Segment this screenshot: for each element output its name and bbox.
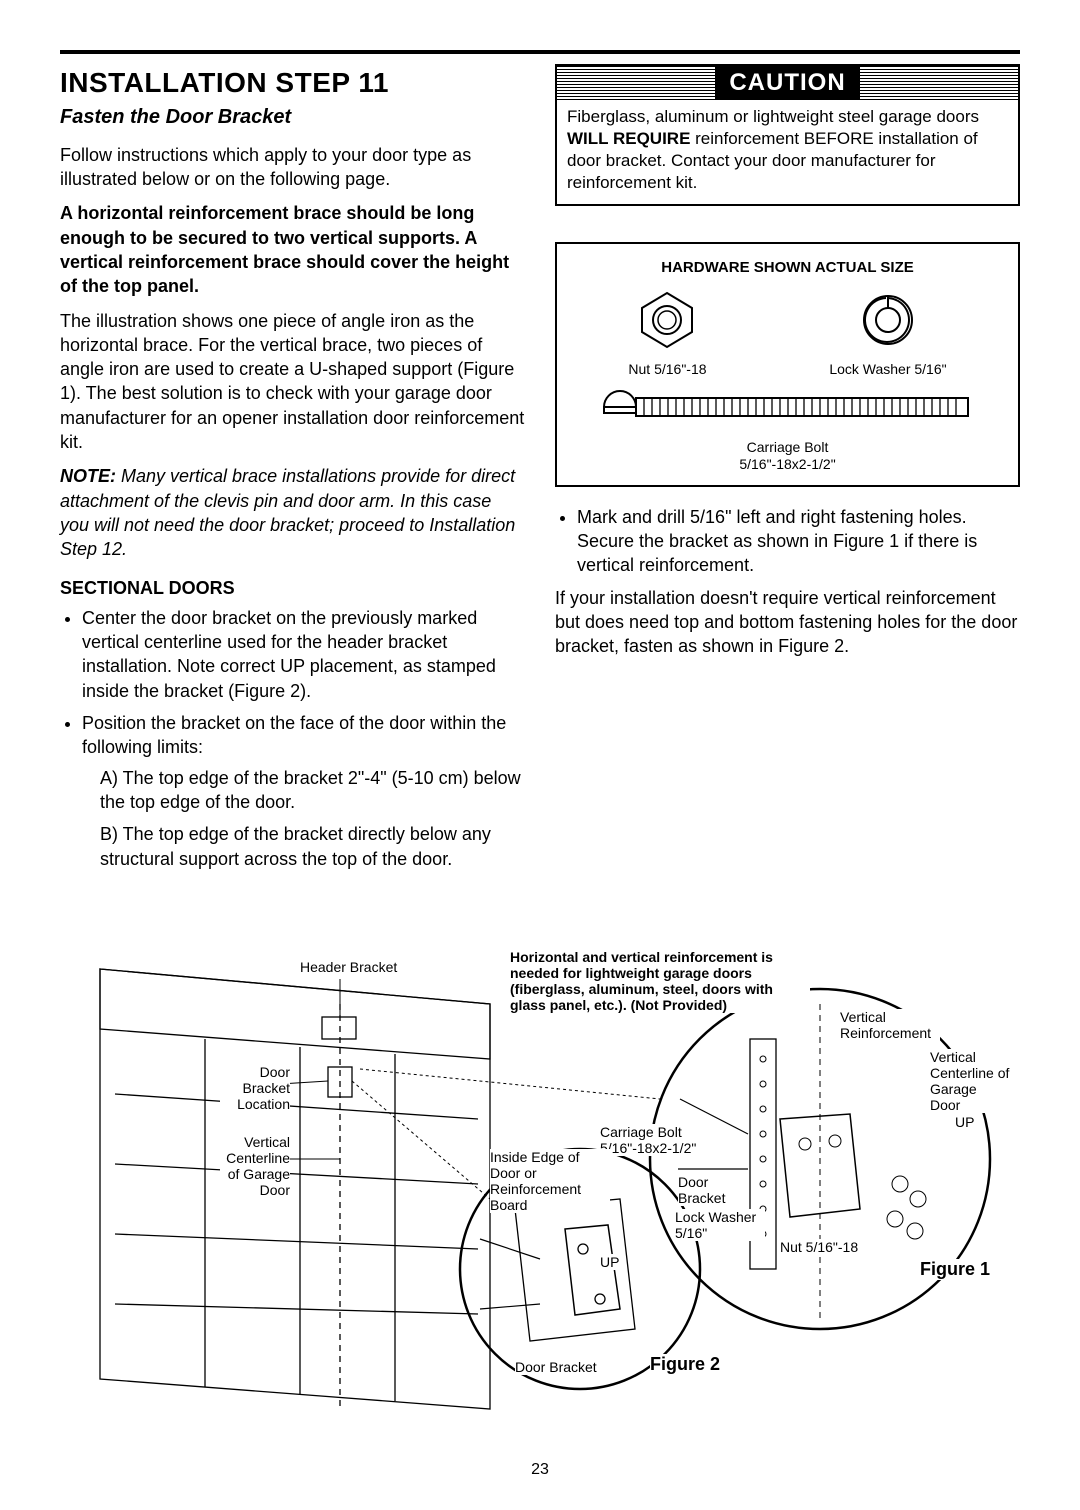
page-title: INSTALLATION STEP 11	[60, 64, 525, 102]
hardware-row: Nut 5/16"-18 Lock Washer 5/16"	[567, 289, 1008, 379]
hardware-box: HARDWARE SHOWN ACTUAL SIZE Nut 5/16"-18	[555, 242, 1020, 487]
carriage-bolt-icon	[598, 384, 978, 430]
figure-1-label: Figure 1	[920, 1259, 990, 1280]
label-inside-edge: Inside Edge of Door or Reinforcement Boa…	[490, 1149, 610, 1213]
left-column: INSTALLATION STEP 11 Fasten the Door Bra…	[60, 64, 525, 879]
label-lock-washer: Lock Washer 5/16"	[675, 1209, 765, 1241]
bullet2-text: Position the bracket on the face of the …	[82, 713, 506, 757]
caution-body: Fiberglass, aluminum or lightweight stee…	[557, 100, 1018, 204]
label-door-bracket: Door Bracket	[678, 1174, 738, 1206]
list-item: B) The top edge of the bracket directly …	[100, 822, 525, 871]
intro-paragraph: Follow instructions which apply to your …	[60, 143, 525, 192]
bolt-label: Carriage Bolt 5/16"-18x2-1/2"	[567, 439, 1008, 473]
list-item: Position the bracket on the face of the …	[82, 711, 525, 871]
label-carriage-bolt: Carriage Bolt 5/16"-18x2-1/2"	[600, 1124, 710, 1156]
label-up-2: UP	[600, 1254, 619, 1270]
label-vertical-centerline: Vertical Centerline of Garage Door	[930, 1049, 1010, 1113]
sectional-doors-heading: SECTIONAL DOORS	[60, 576, 525, 600]
caution-box: CAUTION Fiberglass, aluminum or lightwei…	[555, 64, 1020, 206]
right-column: CAUTION Fiberglass, aluminum or lightwei…	[555, 64, 1020, 879]
caution-pre: Fiberglass, aluminum or lightweight stee…	[567, 107, 979, 126]
caution-label: CAUTION	[715, 67, 859, 99]
note-label: NOTE:	[60, 466, 116, 486]
hardware-title: HARDWARE SHOWN ACTUAL SIZE	[567, 258, 1008, 278]
nut-icon	[632, 289, 702, 351]
bolt-item: Carriage Bolt 5/16"-18x2-1/2"	[567, 384, 1008, 472]
caution-will: WILL REQUIRE	[567, 129, 690, 148]
illustration-paragraph: The illustration shows one piece of angl…	[60, 309, 525, 455]
right-paragraph: If your installation doesn't require ver…	[555, 586, 1020, 659]
bullet2-sublist: A) The top edge of the bracket 2"-4" (5-…	[82, 766, 525, 871]
note-paragraph: NOTE: Many vertical brace installations …	[60, 464, 525, 561]
list-item: A) The top edge of the bracket 2"-4" (5-…	[100, 766, 525, 815]
label-door-bracket-2: Door Bracket	[515, 1359, 597, 1375]
label-reinforcement-note: Horizontal and vertical reinforcement is…	[510, 949, 810, 1013]
page-subtitle: Fasten the Door Bracket	[60, 104, 525, 131]
label-door-bracket-location: Door Bracket Location	[220, 1064, 290, 1112]
list-item: Mark and drill 5/16" left and right fast…	[577, 505, 1020, 578]
label-vertical-reinforcement: Vertical Reinforcement	[840, 1009, 940, 1041]
label-header-bracket: Header Bracket	[300, 959, 397, 975]
label-nut: Nut 5/16"-18	[780, 1239, 860, 1255]
label-up-1: UP	[955, 1114, 974, 1130]
two-column-layout: INSTALLATION STEP 11 Fasten the Door Bra…	[60, 64, 1020, 879]
brace-bold-paragraph: A horizontal reinforcement brace should …	[60, 201, 525, 298]
page-number: 23	[60, 1459, 1020, 1481]
right-bullets: Mark and drill 5/16" left and right fast…	[555, 505, 1020, 578]
nut-label: Nut 5/16"-18	[628, 360, 706, 379]
installation-diagram: Header Bracket Horizontal and vertical r…	[60, 909, 1020, 1429]
sectional-bullets: Center the door bracket on the previousl…	[60, 606, 525, 871]
top-rule	[60, 50, 1020, 54]
list-item: Center the door bracket on the previousl…	[82, 606, 525, 703]
washer-item: Lock Washer 5/16"	[829, 289, 946, 379]
note-body: Many vertical brace installations provid…	[60, 466, 515, 559]
lock-washer-icon	[853, 289, 923, 351]
label-vertical-centerline-left: Vertical Centerline of Garage Door	[220, 1134, 290, 1198]
nut-item: Nut 5/16"-18	[628, 289, 706, 379]
figure-2-label: Figure 2	[650, 1354, 720, 1375]
washer-label: Lock Washer 5/16"	[829, 360, 946, 379]
caution-header: CAUTION	[557, 66, 1018, 100]
